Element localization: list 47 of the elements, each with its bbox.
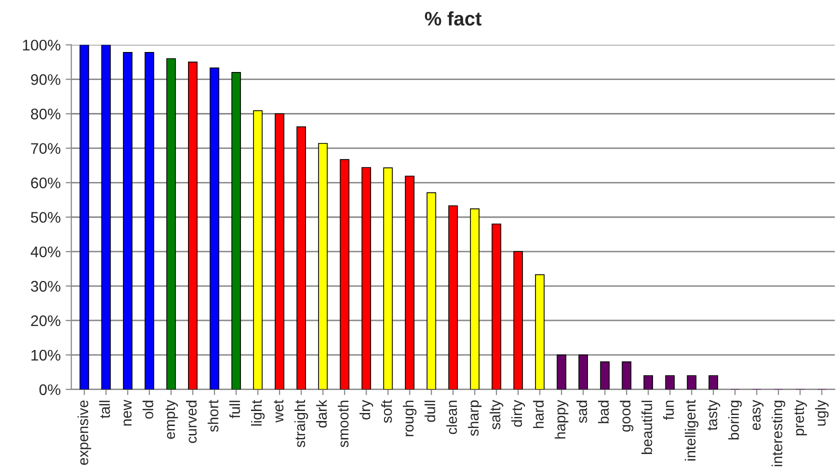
x-tick-label: curved [186,400,197,443]
y-tick-label: 60% [31,178,60,188]
x-tick-label: hard [533,400,544,428]
x-tick-label: old [142,400,154,419]
x-tick-label: beautiful [641,400,652,454]
x-tick-label: soft [381,400,392,423]
y-tick-label: 100% [22,40,60,51]
x-tick-label: dull [424,400,436,422]
x-tick-label: ugly [814,400,829,426]
x-tick-label: light [251,400,265,426]
x-tick-label: empty [165,400,178,439]
x-tick-label: short [208,400,218,432]
chart-title: % fact [424,11,482,26]
x-tick-label: sharp [468,400,482,436]
y-tick-label: 50% [30,212,60,223]
x-tick-label: pretty [794,400,807,436]
y-tick-label: 70% [31,143,60,154]
y-tick-label: 80% [30,108,60,120]
x-tick-label: dark [316,400,327,428]
y-tick-label: 20% [31,315,60,326]
x-tick-label: intelligent [684,400,698,460]
x-tick-label: smooth [338,400,349,448]
x-tick-label: bad [598,400,609,424]
x-tick-label: dry [360,400,374,420]
y-tick-label: 40% [30,246,60,258]
x-tick-label: interesting [772,400,786,466]
x-tick-label: dirty [511,400,525,427]
y-tick-label: 30% [30,280,60,292]
x-tick-label: expensive [78,400,92,465]
y-tick-label: 10% [31,350,60,361]
y-tick-label: 90% [31,74,60,85]
x-tick-label: clean [446,400,457,434]
x-tick-label: good [620,400,634,432]
x-tick-label: boring [728,400,742,440]
x-tick-label: rough [402,400,416,436]
x-tick-label: full [229,400,240,418]
x-tick-label: new [124,400,132,426]
x-tick-label: tasty [708,400,720,430]
x-tick-label: happy [554,400,568,439]
y-tick-label: 0% [39,384,60,396]
x-tick-label: salty [490,400,504,430]
x-tick-label: sad [576,400,588,423]
x-tick-label: fun [663,400,674,420]
x-tick-label: straight [294,400,308,448]
x-tick-label: wet [274,400,284,423]
x-tick-label: tall [99,400,110,418]
x-tick-label: easy [752,400,764,430]
